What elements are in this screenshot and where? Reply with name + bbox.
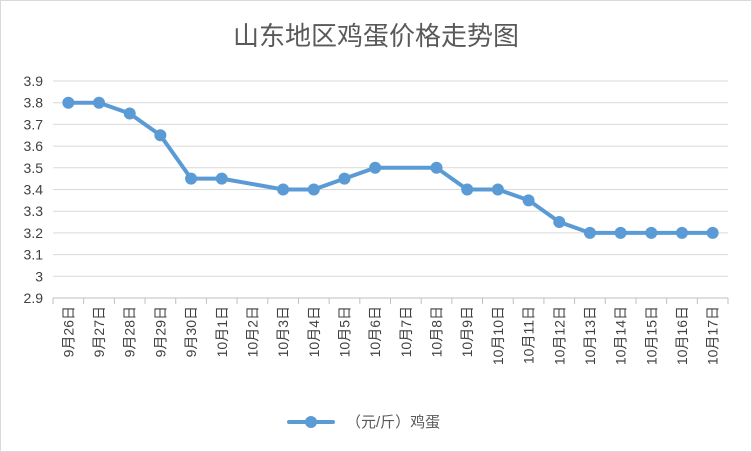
x-tick-label: 10月14日 <box>613 306 629 365</box>
y-axis-ticks: 2.9 3 3.1 3.2 3.3 3.4 3.5 3.6 3.7 3.8 3.9 <box>24 73 44 306</box>
legend-label: （元/斤）鸡蛋 <box>346 414 440 431</box>
data-point <box>675 226 688 239</box>
data-point <box>553 216 566 229</box>
y-tick-label: 3.3 <box>24 203 44 219</box>
data-point <box>185 172 198 185</box>
x-tick-label: 10月1日 <box>214 306 230 357</box>
y-tick-label: 3.2 <box>24 225 44 241</box>
y-tick-label: 3.4 <box>24 182 44 198</box>
x-tick-label: 10月10日 <box>490 306 506 365</box>
x-tick-label: 10月3日 <box>275 306 291 357</box>
data-point <box>522 194 535 207</box>
y-tick-label: 3.8 <box>24 95 44 111</box>
x-tick-label: 10月7日 <box>398 306 414 357</box>
x-tick-label: 10月4日 <box>306 306 322 357</box>
x-tick-label: 9月30日 <box>183 306 199 357</box>
data-point <box>583 226 596 239</box>
y-tick-label: 3.1 <box>24 247 44 263</box>
x-tick-label: 9月27日 <box>91 306 107 357</box>
x-tick-label: 10月6日 <box>367 306 383 357</box>
legend: （元/斤）鸡蛋 <box>287 414 440 431</box>
x-tick-label: 10月2日 <box>244 306 260 357</box>
x-tick-label: 10月9日 <box>459 306 475 357</box>
data-point <box>430 161 443 174</box>
x-tick-label: 9月29日 <box>152 306 168 357</box>
data-point <box>614 226 627 239</box>
y-tick-label: 3.7 <box>24 116 44 132</box>
data-point <box>215 172 228 185</box>
x-tick-label: 9月28日 <box>122 306 138 357</box>
y-tick-label: 3.6 <box>24 138 44 154</box>
data-point <box>645 226 658 239</box>
data-point <box>369 161 382 174</box>
data-point <box>123 107 136 120</box>
x-tick-label: 10月17日 <box>705 306 721 365</box>
data-point <box>307 183 320 196</box>
legend-point-marker <box>305 416 317 428</box>
y-tick-label: 3.5 <box>24 160 44 176</box>
data-point <box>62 96 75 109</box>
data-point <box>277 183 290 196</box>
y-tick-label: 3 <box>35 268 43 284</box>
data-point <box>154 129 167 142</box>
data-point <box>491 183 504 196</box>
data-point <box>93 96 106 109</box>
data-point <box>706 226 719 239</box>
y-tick-label: 2.9 <box>24 290 44 306</box>
x-tick-label: 9月26日 <box>60 306 76 357</box>
x-tick-label: 10月13日 <box>582 306 598 365</box>
x-tick-label: 10月16日 <box>674 306 690 365</box>
x-axis-ticks: 9月26日 9月27日 9月28日 9月29日 9月30日 10月1日 10月2日 10月3日… <box>52 298 729 365</box>
x-tick-label: 10月15日 <box>643 306 659 365</box>
gridlines <box>53 80 728 299</box>
chart-title: 山东地区鸡蛋价格走势图 <box>233 21 519 51</box>
series-layer <box>62 96 719 239</box>
x-tick-label: 10月5日 <box>336 306 352 357</box>
x-tick-label: 10月11日 <box>521 306 537 364</box>
x-tick-label: 10月8日 <box>429 306 445 357</box>
data-point <box>338 172 351 185</box>
data-point <box>461 183 474 196</box>
x-tick-label: 10月12日 <box>551 306 567 365</box>
y-tick-label: 3.9 <box>24 73 44 89</box>
